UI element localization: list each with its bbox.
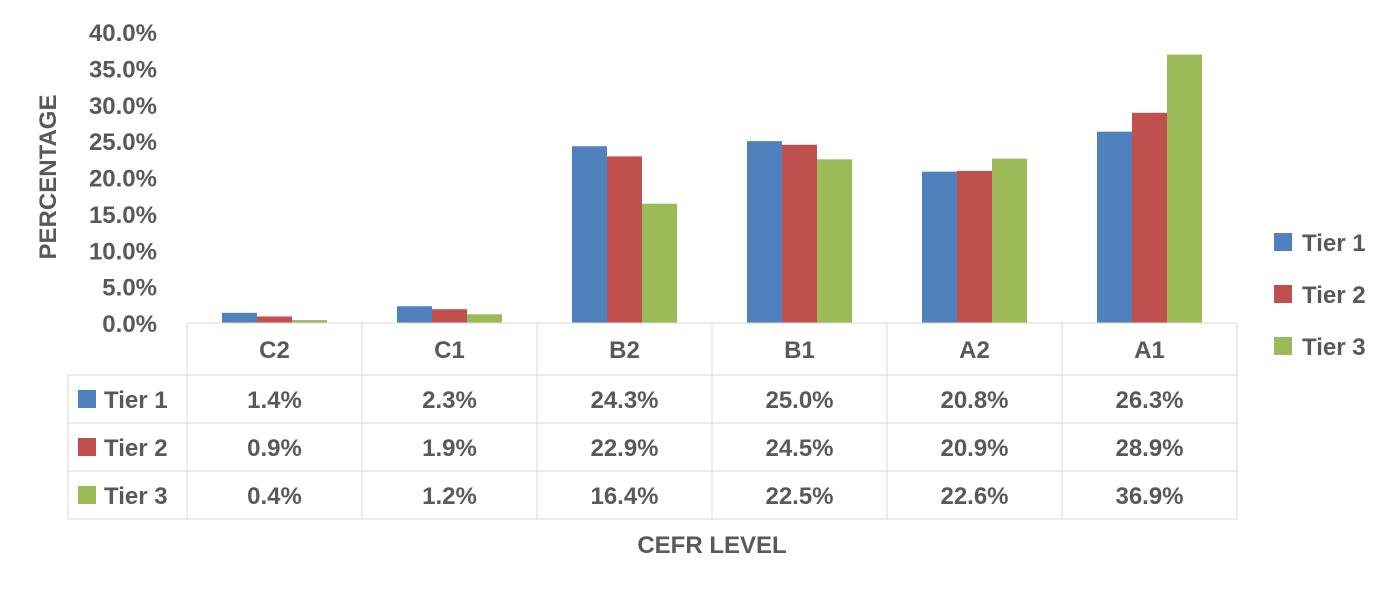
bar-tier-1-c1: [397, 306, 432, 323]
bar-tier-2-a2: [957, 170, 992, 323]
table-cell-value: 0.9%: [247, 435, 302, 462]
x-tick-label: A1: [1134, 337, 1165, 364]
table-legend-key: [78, 390, 96, 408]
y-axis-title: PERCENTAGE: [35, 95, 62, 260]
table-cell-value: 2.3%: [422, 387, 477, 414]
bar-tier-1-b2: [572, 146, 607, 323]
table-row-header: Tier 1: [104, 387, 168, 414]
table-cell-value: 36.9%: [1115, 483, 1183, 510]
table-cell-value: 20.9%: [940, 435, 1008, 462]
y-tick-label: 30.0%: [89, 93, 157, 120]
table-legend-key: [78, 438, 96, 456]
x-tick-label: C2: [259, 337, 290, 364]
y-tick-label: 15.0%: [89, 202, 157, 229]
bar-tier-1-b1: [747, 141, 782, 323]
table-cell-value: 1.9%: [422, 435, 477, 462]
bar-tier-3-a2: [992, 158, 1027, 323]
x-tick-label: A2: [959, 337, 990, 364]
y-tick-label: 0.0%: [102, 311, 157, 338]
legend-key: [1274, 233, 1292, 251]
table-cell-value: 16.4%: [590, 483, 658, 510]
bar-tier-2-b1: [782, 144, 817, 323]
table-cell-value: 22.5%: [765, 483, 833, 510]
y-tick-label: 10.0%: [89, 238, 157, 265]
legend-key: [1274, 337, 1292, 355]
legend-key: [1274, 285, 1292, 303]
x-tick-label: C1: [434, 337, 465, 364]
bar-tier-1-a2: [922, 171, 957, 323]
legend-label: Tier 1: [1302, 230, 1366, 257]
table-legend-key: [78, 486, 96, 504]
table-cell-value: 24.3%: [590, 387, 658, 414]
bar-tier-2-a1: [1132, 112, 1167, 323]
x-axis-title: CEFR LEVEL: [637, 532, 786, 559]
y-tick-label: 40.0%: [89, 20, 157, 47]
table-cell-value: 24.5%: [765, 435, 833, 462]
bar-tier-1-a1: [1097, 131, 1132, 323]
legend-label: Tier 2: [1302, 282, 1366, 309]
table-row-header: Tier 2: [104, 435, 168, 462]
table-cell-value: 25.0%: [765, 387, 833, 414]
table-cell-value: 20.8%: [940, 387, 1008, 414]
table-row-header: Tier 3: [104, 483, 168, 510]
bar-tier-3-a1: [1167, 54, 1202, 324]
x-tick-label: B2: [609, 337, 640, 364]
bar-tier-3-b1: [817, 159, 852, 323]
y-tick-label: 25.0%: [89, 129, 157, 156]
bar-tier-1-c2: [222, 312, 257, 323]
x-tick-label: B1: [784, 337, 815, 364]
table-cell-value: 28.9%: [1115, 435, 1183, 462]
legend-label: Tier 3: [1302, 334, 1366, 361]
bar-tier-3-c2: [292, 320, 327, 323]
bar-tier-2-b2: [607, 156, 642, 323]
table-cell-value: 22.6%: [940, 483, 1008, 510]
table-cell-value: 1.4%: [247, 387, 302, 414]
bar-tier-2-c1: [432, 309, 467, 323]
table-cell-value: 1.2%: [422, 483, 477, 510]
bar-tier-3-b2: [642, 203, 677, 323]
y-tick-label: 20.0%: [89, 166, 157, 193]
bar-tier-3-c1: [467, 314, 502, 323]
y-tick-label: 35.0%: [89, 56, 157, 83]
table-cell-value: 26.3%: [1115, 387, 1183, 414]
table-cell-value: 22.9%: [590, 435, 658, 462]
table-cell-value: 0.4%: [247, 483, 302, 510]
bar-tier-2-c2: [257, 316, 292, 323]
y-tick-label: 5.0%: [102, 275, 157, 302]
